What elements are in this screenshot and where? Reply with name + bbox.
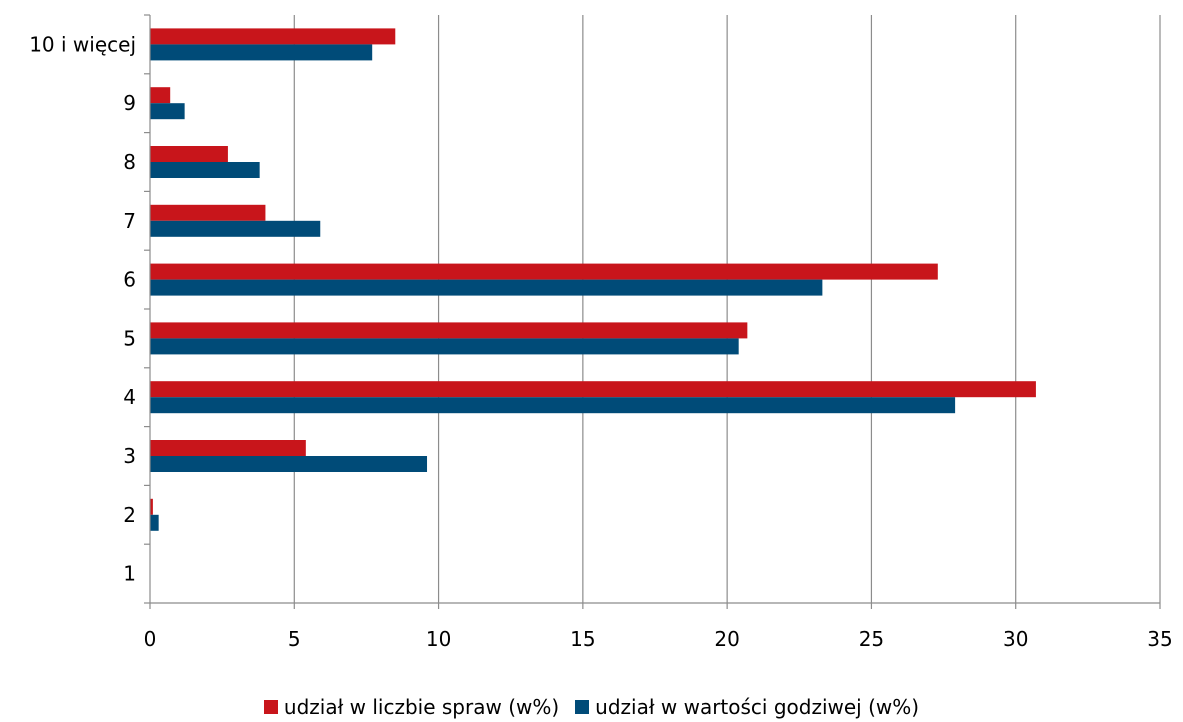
- bar-series-2: [150, 456, 428, 472]
- category-label: 9: [123, 91, 136, 115]
- x-tick-label: 15: [570, 627, 595, 651]
- axes: [144, 14, 1161, 609]
- category-label: 5: [123, 326, 136, 350]
- legend-label-series-2: udział w wartości godziwej (w%): [595, 695, 920, 719]
- category-label: 3: [123, 444, 136, 468]
- category-label: 2: [123, 503, 136, 527]
- x-tick-label: 5: [288, 627, 301, 651]
- category-label: 6: [123, 268, 136, 292]
- bar-series-2: [150, 220, 321, 237]
- category-label: 8: [123, 150, 136, 174]
- bar-series-2: [150, 514, 159, 531]
- bar-series-2: [150, 44, 373, 61]
- x-tick-labels: 0 5 10 15 20 25 30 35: [144, 627, 1173, 651]
- bar-series-2: [150, 397, 956, 414]
- x-tick-label: 0: [144, 627, 157, 651]
- x-tick-label: 35: [1147, 627, 1172, 651]
- bar-series-1: [150, 146, 228, 162]
- bar-series-2: [150, 279, 823, 296]
- gridlines: [293, 15, 1161, 603]
- bar-series-1: [150, 498, 153, 515]
- category-labels: 1 2 3 4 5 6 7 8 9 10 i więcej: [29, 32, 136, 585]
- legend-item-series-2: udział w wartości godziwej (w%): [575, 695, 919, 719]
- legend-label-series-1: udział w liczbie spraw (w%): [283, 695, 560, 719]
- bar-series-2: [150, 103, 185, 120]
- bar-series-2: [150, 338, 739, 355]
- x-tick-label: 20: [714, 627, 739, 651]
- bar-series-1: [150, 322, 748, 339]
- bar-series-1: [150, 263, 938, 280]
- bar-series-1: [150, 87, 171, 104]
- bar-series-1: [150, 204, 266, 221]
- bar-series-1: [150, 28, 396, 45]
- category-label: 7: [123, 209, 136, 233]
- bars: [150, 28, 1036, 531]
- legend-swatch-series-2: [575, 700, 590, 714]
- x-tick-label: 10: [426, 627, 451, 651]
- bar-series-1: [150, 381, 1036, 398]
- x-tick-label: 30: [1003, 627, 1028, 651]
- legend-swatch-series-1: [263, 700, 278, 714]
- bar-series-2: [150, 162, 260, 178]
- category-label: 10 i więcej: [29, 32, 136, 56]
- bar-series-1: [150, 440, 306, 456]
- legend: udział w liczbie spraw (w%) udział w war…: [0, 694, 1183, 720]
- x-tick-label: 25: [859, 627, 884, 651]
- legend-item-series-1: udział w liczbie spraw (w%): [263, 695, 560, 719]
- category-label: 1: [123, 562, 136, 586]
- category-label: 4: [123, 385, 136, 409]
